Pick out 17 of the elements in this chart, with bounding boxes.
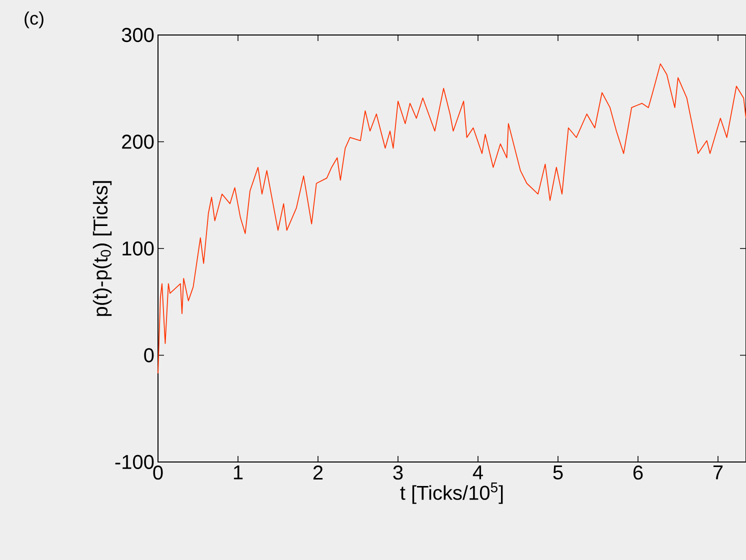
y-tick-label: 200 bbox=[122, 134, 154, 149]
line-series bbox=[158, 63, 746, 374]
y-tick-label: 100 bbox=[122, 241, 154, 256]
x-tick-label: 5 bbox=[553, 466, 563, 480]
x-tick-label: 1 bbox=[234, 466, 243, 480]
y-axis-title: p(t)-p(t$_{0}$) [Ticks] bbox=[92, 181, 112, 316]
x-axis-title: t [Ticks/10$^{5}$] bbox=[400, 482, 503, 504]
x-tick-label: 0 bbox=[153, 466, 163, 480]
x-tick-label: 7 bbox=[713, 466, 723, 480]
x-tick-label: 4 bbox=[472, 466, 483, 480]
x-tick-label: 2 bbox=[313, 466, 323, 480]
text: (c) bbox=[24, 12, 44, 28]
x-tick-label: 6 bbox=[633, 466, 643, 480]
x-tick-label: 3 bbox=[393, 466, 403, 480]
y-tick-label: 0 bbox=[144, 348, 154, 362]
y-tick-label: -100 bbox=[115, 454, 154, 470]
y-tick-label: 300 bbox=[122, 28, 154, 42]
